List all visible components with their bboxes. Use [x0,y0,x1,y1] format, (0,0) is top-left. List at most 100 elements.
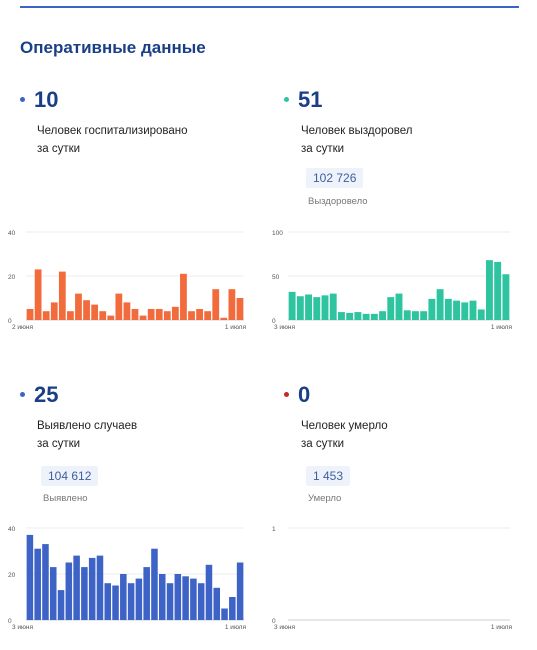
bar [120,574,127,620]
bar [485,260,493,320]
x-end-label: 1 июля [225,624,247,631]
stat-value: 10 [34,87,59,112]
bar [182,576,189,620]
bar [236,298,244,320]
stat-desc-line2: за сутки [301,143,345,155]
bar [151,548,158,620]
bar [158,574,166,620]
x-start-label: 2 июня [12,324,34,331]
bar [196,309,203,320]
stat-desc-line2: за сутки [37,143,81,155]
bar [387,297,395,320]
bar [370,313,378,320]
bar [477,309,485,320]
bar [296,296,304,320]
bar [469,300,477,320]
bar [73,555,80,620]
total-recovered-badge: 102 726 [306,168,364,188]
stat-recovered: 51 Человек выздоровел за сутки [284,88,514,158]
bar [67,311,74,320]
bar [88,557,96,620]
bar [411,311,419,320]
bar [288,291,296,320]
bar [104,583,112,620]
y-tick-label: 0 [272,318,276,325]
stat-desc-line2: за сутки [37,438,81,450]
bar [147,309,155,320]
y-tick-label: 20 [8,274,16,281]
bar [190,578,197,620]
total-deaths-label: Умерло [308,493,342,504]
deaths-bar-chart: 0 1 3 июня 1 июля [272,526,513,631]
bar [81,567,88,620]
bar [212,289,220,320]
bar [57,590,65,620]
y-tick-label: 0 [8,618,12,625]
bar [58,271,66,320]
bar [96,555,104,620]
stat-desc-line1: Человек умерло [301,420,388,432]
bar [346,312,354,320]
bar [420,311,428,320]
bar [329,293,337,320]
bar [42,544,49,620]
bar [236,562,244,620]
bar [188,311,195,320]
bar [131,309,139,320]
top-divider [20,6,519,8]
bar [494,261,502,320]
bar [50,302,58,320]
bar [26,534,34,620]
y-tick-label: 0 [272,618,276,625]
bar [453,300,461,320]
y-tick-label: 40 [8,526,16,533]
hospitalized-bar-chart: 0 20 40 2 июня 1 июля [8,230,247,331]
x-end-label: 1 июля [225,324,247,331]
stat-desc-line1: Человек выздоровел [301,125,413,137]
bar [321,295,329,320]
bar [395,293,403,320]
bar [305,294,313,320]
y-tick-label: 20 [8,572,16,579]
bar [75,293,82,320]
cases-bar-chart: 0 20 40 3 июня 1 июля [8,526,247,631]
bar [34,269,42,320]
bar [107,315,115,320]
recovered-bar-chart: 0 50 100 3 июня 1 июля [272,230,512,331]
bar [42,311,50,320]
bar [204,311,212,320]
total-recovered-label: Выздоровело [308,196,368,207]
bar [65,562,73,620]
bullet-dot-icon [20,96,25,102]
bar [228,289,236,320]
bar [436,289,444,320]
bar [99,311,107,320]
stat-desc-line1: Выявлено случаев [37,420,138,432]
stat-desc-line1: Человек госпитализировано [37,125,188,137]
bar [229,597,236,620]
bar [91,304,99,320]
y-tick-label: 0 [8,318,12,325]
stat-value: 25 [34,382,59,407]
x-end-label: 1 июля [491,624,513,631]
x-start-label: 3 июня [12,624,34,631]
y-tick-label: 40 [8,230,16,237]
bar [163,311,171,320]
bar [337,312,345,320]
total-cases-badge: 104 612 [41,466,99,486]
page-title: Оперативные данные [20,38,206,57]
stat-deaths: 0 Человек умерло за сутки [284,383,514,453]
bar [171,306,179,320]
bar [220,317,228,320]
stat-value: 0 [298,382,311,407]
bar [213,587,221,620]
total-deaths-badge: 1 453 [306,466,351,486]
total-cases-label: Выявлено [43,493,88,504]
bar [123,302,131,320]
bar [444,298,452,320]
bar [362,313,370,320]
bar [354,312,362,320]
bar [313,297,321,320]
bar [174,574,182,620]
bullet-dot-icon [284,96,289,102]
